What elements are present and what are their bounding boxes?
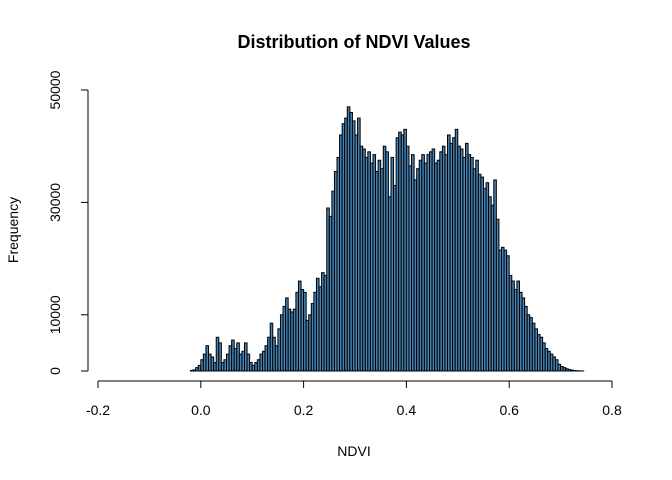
y-axis: 0 10000 30000 50000 bbox=[47, 70, 89, 375]
y-tick-label: 0 bbox=[47, 367, 63, 375]
chart-title: Distribution of NDVI Values bbox=[237, 32, 470, 52]
y-tick-label: 50000 bbox=[47, 70, 63, 109]
x-tick-label: 0.4 bbox=[397, 402, 417, 418]
x-tick-label: -0.2 bbox=[86, 402, 110, 418]
x-axis: -0.2 0.0 0.2 0.4 0.6 0.8 bbox=[86, 380, 622, 418]
y-axis-label: Frequency bbox=[5, 197, 21, 263]
x-axis-label: NDVI bbox=[337, 443, 370, 459]
bars-group bbox=[190, 106, 585, 372]
histogram-bar bbox=[218, 342, 222, 372]
y-tick-label: 10000 bbox=[47, 295, 63, 334]
x-tick-label: 0.6 bbox=[499, 402, 519, 418]
y-tick-label: 30000 bbox=[47, 183, 63, 222]
x-tick-label: 0.8 bbox=[602, 402, 622, 418]
x-tick-label: 0.2 bbox=[294, 402, 314, 418]
x-tick-label: 0.0 bbox=[191, 402, 211, 418]
